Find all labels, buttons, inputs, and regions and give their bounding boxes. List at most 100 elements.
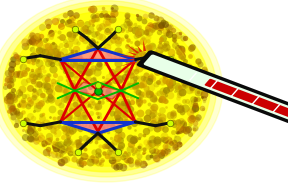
Point	[39, 93, 44, 96]
Point	[60, 59, 65, 62]
Point	[30, 47, 34, 50]
Point	[17, 114, 22, 117]
Point	[62, 40, 67, 43]
Point	[160, 37, 165, 40]
Point	[117, 141, 121, 144]
Point	[14, 54, 18, 57]
Point	[128, 24, 132, 27]
Point	[35, 35, 39, 38]
Point	[47, 57, 51, 60]
Point	[96, 64, 101, 67]
Point	[175, 74, 179, 77]
Point	[15, 112, 19, 115]
Point	[200, 107, 204, 110]
Point	[56, 31, 61, 34]
Point	[155, 140, 159, 143]
Point	[148, 144, 152, 147]
Point	[175, 84, 179, 87]
Point	[96, 154, 101, 157]
Point	[47, 153, 51, 156]
Point	[95, 149, 100, 153]
Point	[189, 73, 194, 76]
Point	[82, 99, 87, 102]
Point	[109, 137, 113, 140]
Point	[27, 97, 32, 100]
Point	[71, 90, 76, 93]
Point	[66, 132, 71, 135]
Point	[95, 128, 99, 131]
Point	[97, 135, 102, 138]
Point	[143, 52, 148, 55]
Point	[96, 84, 100, 87]
Point	[36, 91, 41, 94]
Point	[142, 19, 147, 22]
Point	[124, 83, 129, 86]
Point	[16, 72, 21, 75]
Point	[136, 97, 140, 100]
Point	[146, 27, 151, 30]
Point	[124, 71, 129, 74]
Point	[137, 146, 141, 149]
Point	[42, 126, 47, 129]
Point	[37, 48, 41, 51]
Point	[79, 163, 84, 166]
Point	[161, 43, 166, 46]
Point	[172, 38, 176, 41]
Point	[136, 51, 141, 54]
Point	[65, 96, 70, 99]
Point	[115, 55, 120, 58]
Point	[149, 94, 154, 97]
Point	[100, 126, 105, 129]
Point	[112, 164, 117, 167]
Point	[93, 16, 97, 19]
Point	[67, 55, 72, 58]
Point	[147, 102, 151, 105]
Point	[90, 78, 95, 81]
Point	[60, 56, 65, 59]
Point	[146, 56, 151, 59]
Point	[74, 69, 79, 72]
Point	[137, 143, 142, 146]
Point	[96, 62, 101, 65]
Point	[196, 90, 201, 93]
Point	[97, 100, 101, 103]
Point	[109, 18, 114, 21]
Point	[10, 63, 14, 66]
Point	[143, 30, 148, 33]
Point	[111, 158, 116, 161]
Point	[53, 50, 57, 53]
Point	[143, 86, 148, 89]
Point	[141, 40, 145, 43]
Point	[62, 85, 66, 88]
Point	[164, 146, 169, 149]
Point	[169, 71, 174, 74]
Point	[20, 99, 25, 102]
Point	[132, 85, 137, 88]
Point	[108, 86, 113, 89]
Point	[58, 103, 63, 106]
Point	[72, 35, 76, 38]
Point	[39, 136, 43, 139]
Point	[22, 72, 26, 75]
Point	[82, 161, 87, 164]
Point	[146, 33, 151, 36]
Point	[134, 85, 139, 88]
Point	[148, 127, 153, 130]
Point	[78, 157, 83, 160]
Point	[166, 148, 171, 151]
Point	[128, 142, 133, 145]
Point	[94, 125, 98, 129]
Point	[81, 123, 86, 126]
Point	[67, 146, 71, 149]
Point	[198, 75, 202, 78]
Point	[105, 154, 110, 157]
Ellipse shape	[4, 6, 209, 171]
Point	[25, 68, 30, 71]
Point	[189, 118, 194, 121]
Point	[76, 160, 81, 163]
Point	[199, 84, 204, 87]
Point	[159, 23, 163, 26]
Point	[112, 127, 116, 130]
Point	[106, 92, 111, 95]
Point	[160, 38, 164, 41]
